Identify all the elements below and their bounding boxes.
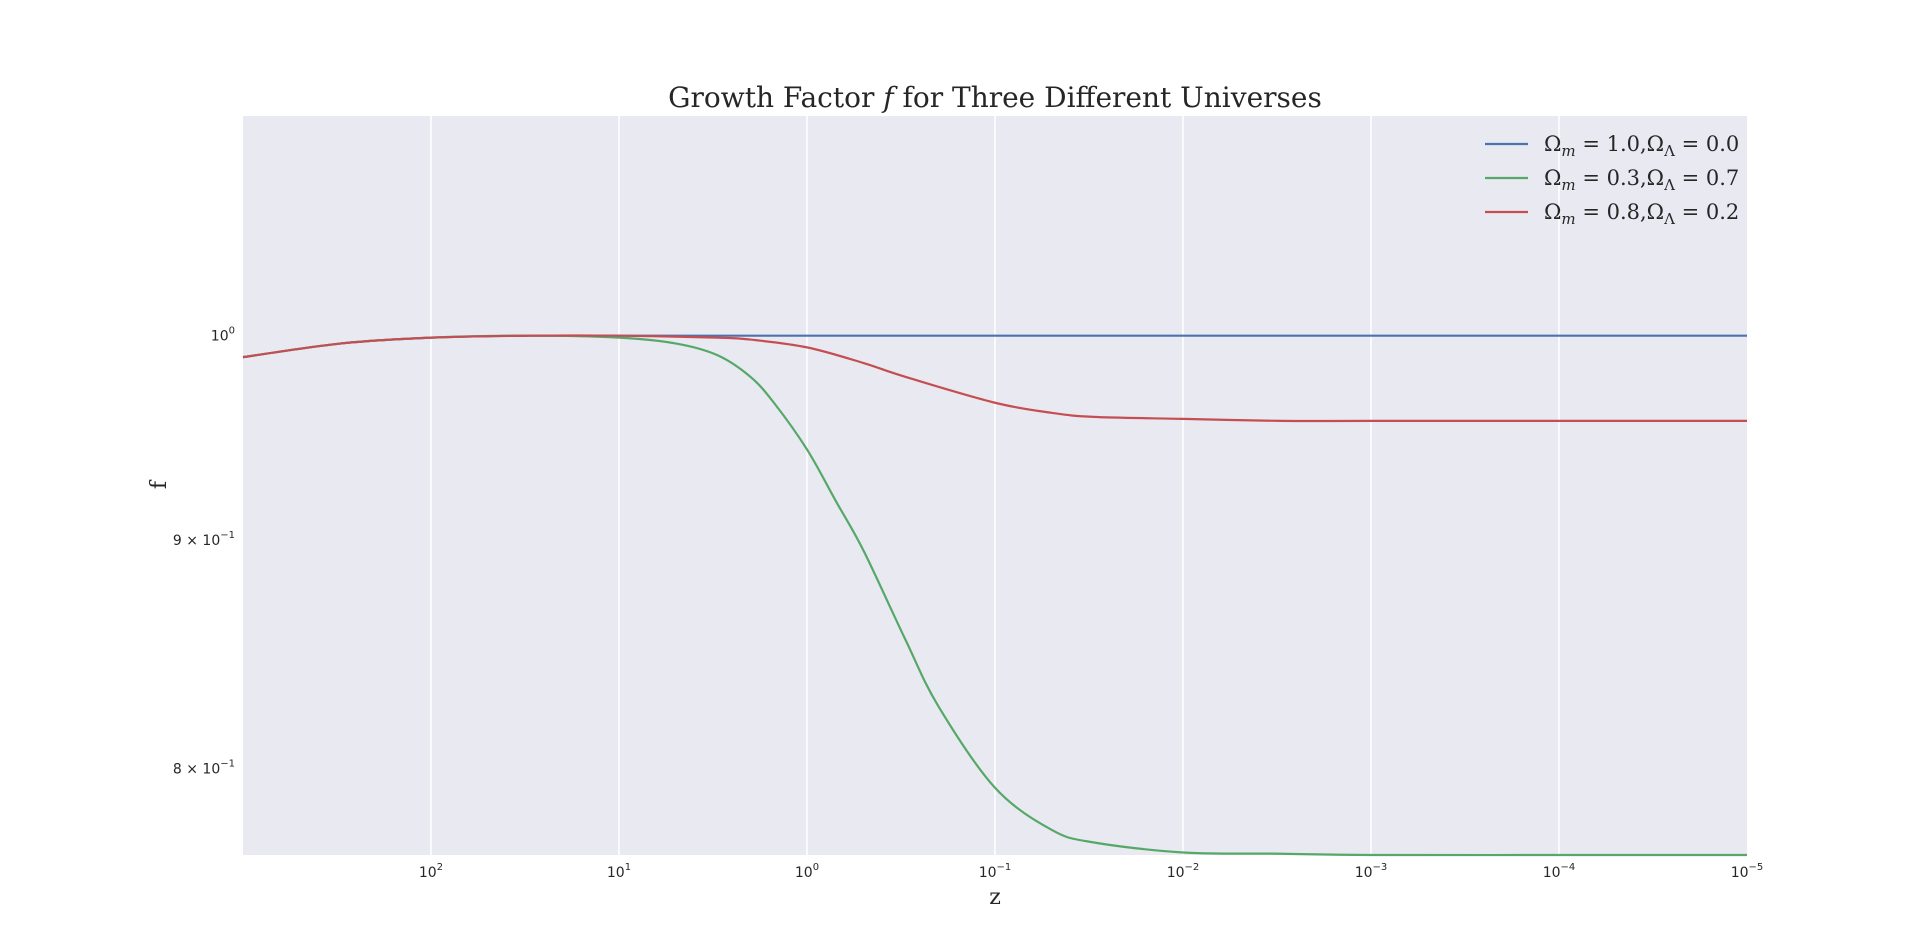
x-axis-ticks: 102 101 100 10−1 10−2 10−3 10−4 10−5 <box>419 862 1763 881</box>
y-tick-label-1: 9 × 10−1 <box>173 530 235 549</box>
x-tick-label-3: 10−1 <box>979 862 1012 881</box>
x-tick-label-0: 102 <box>419 862 443 881</box>
y-tick-label-0: 100 <box>211 326 235 345</box>
x-tick-label-1: 101 <box>607 862 631 881</box>
x-tick-label-2: 100 <box>795 862 819 881</box>
y-axis-label: f <box>147 479 172 489</box>
chart-title: Growth Factor f for Three Different Univ… <box>668 81 1322 114</box>
legend-label-1: Ωm = 0.3,ΩΛ = 0.7 <box>1544 166 1739 194</box>
x-tick-label-5: 10−3 <box>1355 862 1388 881</box>
y-tick-label-2: 8 × 10−1 <box>173 758 235 777</box>
y-axis-ticks: 100 9 × 10−1 8 × 10−1 <box>173 326 235 778</box>
grid-lines <box>430 116 1560 855</box>
series-lines <box>242 334 1747 857</box>
x-tick-label-4: 10−2 <box>1167 862 1200 881</box>
x-axis-label: z <box>989 885 1001 910</box>
series-line-2 <box>242 334 1747 423</box>
x-tick-label-6: 10−4 <box>1543 862 1576 881</box>
legend-label-0: Ωm = 1.0,ΩΛ = 0.0 <box>1544 132 1739 160</box>
legend: Ωm = 1.0,ΩΛ = 0.0 Ωm = 0.3,ΩΛ = 0.7 Ωm = 0… <box>1485 132 1739 228</box>
chart-title-suffix: for Three Different Universes <box>894 81 1322 114</box>
x-tick-label-7: 10−5 <box>1731 862 1764 881</box>
legend-label-2: Ωm = 0.8,ΩΛ = 0.2 <box>1544 200 1739 228</box>
chart-title-prefix: Growth Factor <box>668 81 883 114</box>
